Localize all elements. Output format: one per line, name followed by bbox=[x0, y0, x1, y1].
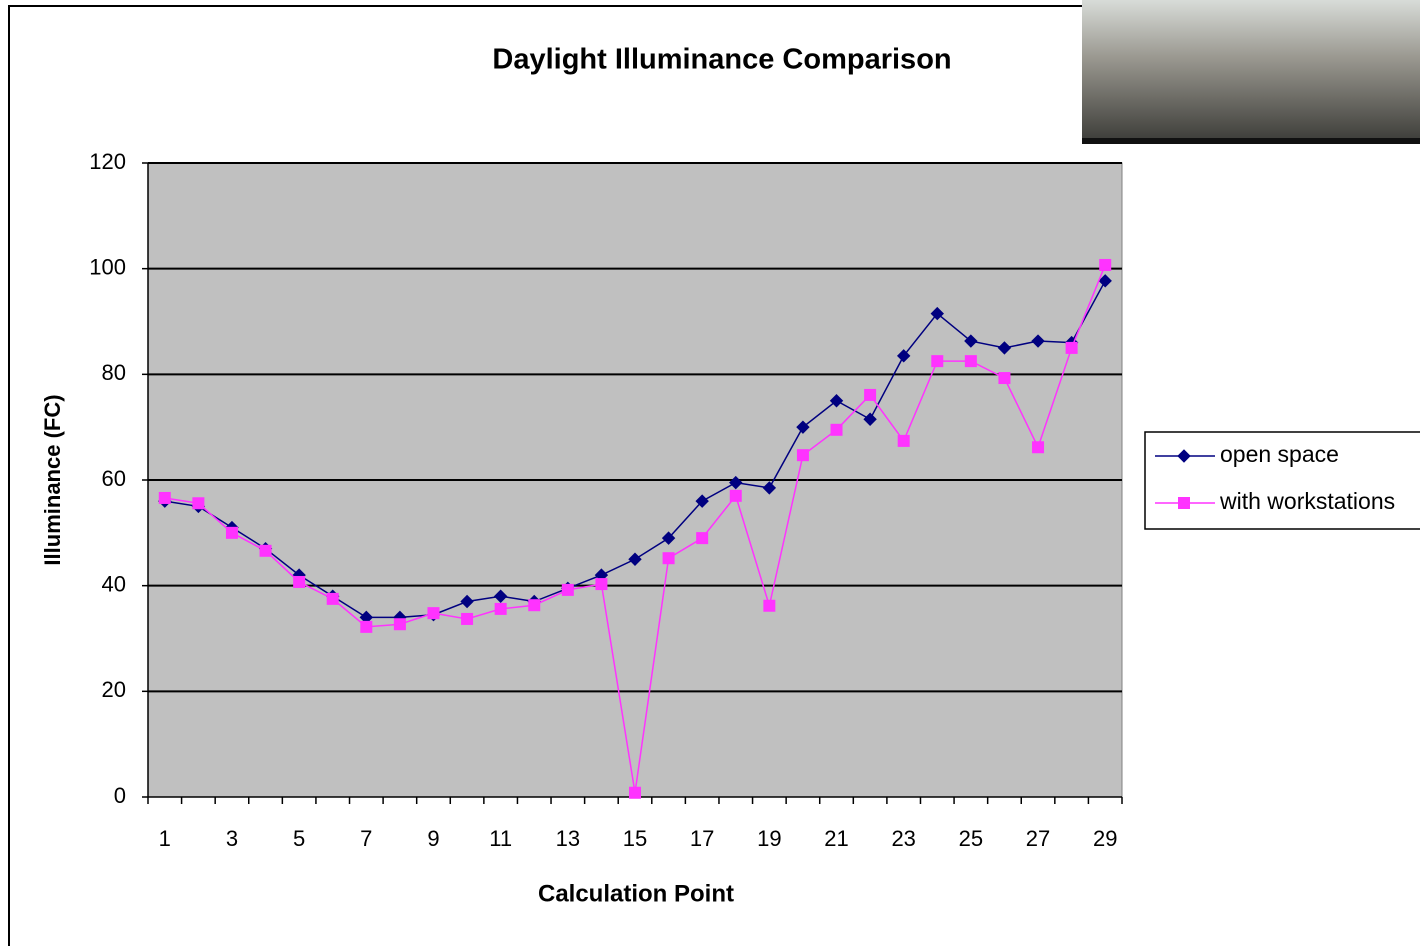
photo-edge bbox=[1082, 138, 1420, 144]
marker bbox=[226, 527, 237, 538]
x-tick-label: 19 bbox=[757, 826, 781, 851]
marker bbox=[495, 603, 506, 614]
x-tick-label: 13 bbox=[556, 826, 580, 851]
x-tick-label: 27 bbox=[1026, 826, 1050, 851]
marker bbox=[361, 621, 372, 632]
x-tick-label: 1 bbox=[159, 826, 171, 851]
marker bbox=[1066, 342, 1077, 353]
chart: Daylight Illuminance Comparison Illumina… bbox=[0, 0, 1420, 946]
marker bbox=[193, 498, 204, 509]
legend-label: with workstations bbox=[1219, 488, 1395, 514]
marker bbox=[630, 787, 641, 798]
marker bbox=[932, 356, 943, 367]
marker bbox=[797, 450, 808, 461]
y-axis-label: Illuminance (FC) bbox=[40, 394, 65, 565]
x-tick-label: 23 bbox=[891, 826, 915, 851]
x-tick-label: 3 bbox=[226, 826, 238, 851]
y-tick-label: 120 bbox=[89, 149, 126, 174]
x-tick-label: 11 bbox=[489, 826, 512, 851]
y-tick-label: 0 bbox=[114, 783, 126, 808]
x-axis-label: Calculation Point bbox=[538, 880, 734, 907]
marker bbox=[327, 593, 338, 604]
marker bbox=[1100, 259, 1111, 270]
x-tick-label: 7 bbox=[360, 826, 372, 851]
y-tick-label: 40 bbox=[102, 571, 126, 596]
legend-label: open space bbox=[1220, 441, 1339, 467]
marker bbox=[965, 356, 976, 367]
marker bbox=[1033, 442, 1044, 453]
y-tick-label: 80 bbox=[102, 360, 126, 385]
marker bbox=[898, 435, 909, 446]
x-tick-label: 25 bbox=[959, 826, 983, 851]
marker bbox=[529, 600, 540, 611]
marker bbox=[294, 576, 305, 587]
marker bbox=[831, 424, 842, 435]
marker bbox=[394, 619, 405, 630]
x-tick-label: 21 bbox=[824, 826, 848, 851]
photo bbox=[1082, 0, 1420, 144]
y-tick-label: 60 bbox=[102, 466, 126, 491]
marker bbox=[562, 584, 573, 595]
marker bbox=[865, 389, 876, 400]
marker bbox=[462, 613, 473, 624]
x-tick-label: 17 bbox=[690, 826, 714, 851]
marker bbox=[428, 608, 439, 619]
x-tick-label: 29 bbox=[1093, 826, 1117, 851]
y-tick-label: 20 bbox=[102, 677, 126, 702]
marker bbox=[999, 373, 1010, 384]
marker bbox=[260, 545, 271, 556]
marker bbox=[764, 600, 775, 611]
x-tick-label: 9 bbox=[427, 826, 439, 851]
marker bbox=[1179, 498, 1190, 509]
x-tick-label: 15 bbox=[623, 826, 647, 851]
marker bbox=[596, 579, 607, 590]
marker bbox=[663, 553, 674, 564]
marker bbox=[159, 492, 170, 503]
x-tick-label: 5 bbox=[293, 826, 305, 851]
marker bbox=[730, 490, 741, 501]
y-tick-label: 100 bbox=[89, 254, 126, 279]
marker bbox=[697, 533, 708, 544]
chart-title: Daylight Illuminance Comparison bbox=[492, 44, 951, 76]
